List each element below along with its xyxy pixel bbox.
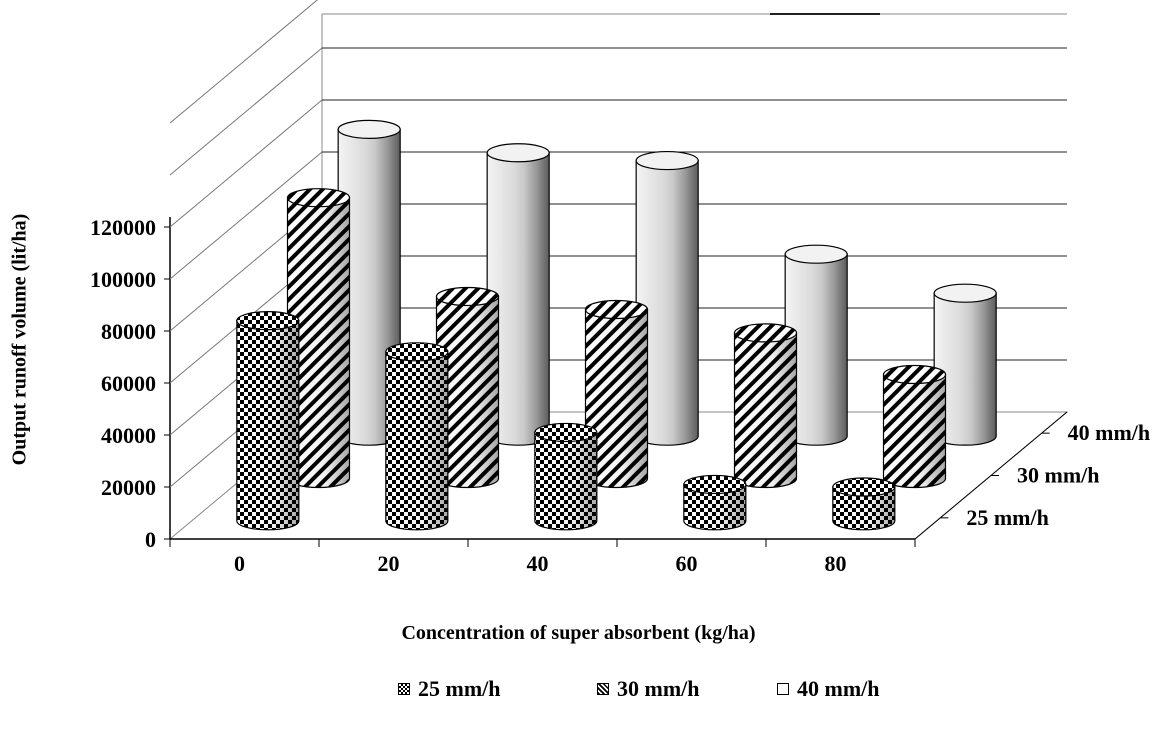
legend-item-40: 40 mm/h [777, 676, 880, 702]
x-axis-title: Concentration of super absorbent (kg/ha) [401, 622, 756, 644]
cylinder-shade [338, 129, 401, 446]
legend-item-30: 30 mm/h [597, 676, 700, 702]
bar-25mmh-20 [385, 342, 449, 531]
cylinder-top [832, 477, 896, 497]
y-tick-label: 20000 [101, 475, 156, 500]
legend: 25 mm/h 30 mm/h 40 mm/h [0, 676, 1157, 716]
cylinder-top [337, 119, 401, 139]
bar-40mmh-20 [486, 143, 550, 446]
gridline-side [169, 0, 318, 124]
cylinder-top [286, 188, 351, 208]
cylinder-top [882, 364, 947, 385]
y-tick-label: 80000 [101, 319, 156, 344]
cylinder-shade [287, 197, 350, 488]
bar-25mmh-0 [236, 311, 300, 531]
legend-swatch-30 [597, 683, 609, 695]
x-tick-label: 40 [527, 551, 549, 576]
bar-40mmh-80 [933, 283, 997, 446]
bar-40mmh-60 [784, 244, 848, 446]
x-tick-label: 80 [825, 551, 847, 576]
cylinder-top [733, 323, 798, 343]
cylinder-shade [832, 487, 895, 530]
legend-label: 40 mm/h [797, 676, 880, 701]
bar-40mmh-0 [337, 119, 401, 446]
cylinder-top [435, 286, 500, 307]
bar-25mmh-60 [683, 474, 747, 531]
x-tick-label: 20 [378, 551, 400, 576]
bar-30mmh-0 [286, 188, 351, 489]
y-tick-label: 120000 [90, 215, 156, 240]
cylinder-top [683, 474, 747, 495]
y-tick-label: 0 [145, 527, 156, 552]
x-tick-label: 0 [234, 551, 245, 576]
cylinder-top [584, 299, 649, 320]
cylinder-shade [585, 309, 648, 488]
x-tick-label: 60 [676, 551, 698, 576]
cylinder-shade [883, 374, 946, 488]
y-axis-title: Output runoff volume (lit/ha) [8, 213, 31, 466]
cylinder-top [486, 143, 550, 163]
legend-swatch-40 [777, 683, 789, 695]
cylinder-shade [436, 296, 499, 488]
depth-label: 30 mm/h [1017, 463, 1100, 488]
cylinder-shade [636, 160, 699, 446]
y-tick-label: 100000 [90, 267, 156, 292]
bar-40mmh-40 [635, 150, 699, 446]
gridline-side [169, 151, 323, 280]
bar-30mmh-80 [882, 364, 947, 489]
bar-30mmh-40 [584, 299, 649, 489]
bar-30mmh-20 [435, 286, 500, 489]
cylinder-shade [385, 351, 448, 530]
cylinder-top [784, 244, 848, 264]
bar-25mmh-80 [832, 477, 896, 531]
cylinder-top [236, 311, 300, 331]
cylinder-top [933, 283, 997, 303]
y-tick-label: 60000 [101, 371, 156, 396]
cylinder-top [534, 422, 598, 443]
cylinder-top [635, 150, 699, 171]
cylinder-shade [683, 484, 746, 530]
gridline-side [169, 99, 323, 228]
bar-25mmh-40 [534, 422, 598, 531]
legend-swatch-25 [398, 683, 410, 695]
cylinder-shade [934, 293, 997, 446]
cylinder-shade [534, 432, 597, 530]
cylinder-shade [487, 152, 550, 446]
bar-30mmh-60 [733, 323, 798, 489]
cylinder-shade [236, 320, 299, 530]
legend-label: 25 mm/h [418, 676, 501, 701]
gridline-side [169, 47, 323, 176]
depth-label: 40 mm/h [1068, 420, 1151, 445]
legend-item-25: 25 mm/h [398, 676, 501, 702]
depth-label: 25 mm/h [966, 505, 1048, 530]
y-tick-label: 40000 [101, 423, 156, 448]
legend-label: 30 mm/h [617, 676, 700, 701]
cylinder-top [385, 342, 449, 362]
cylinder-shade [734, 332, 797, 488]
cylinder-shade [785, 254, 848, 446]
